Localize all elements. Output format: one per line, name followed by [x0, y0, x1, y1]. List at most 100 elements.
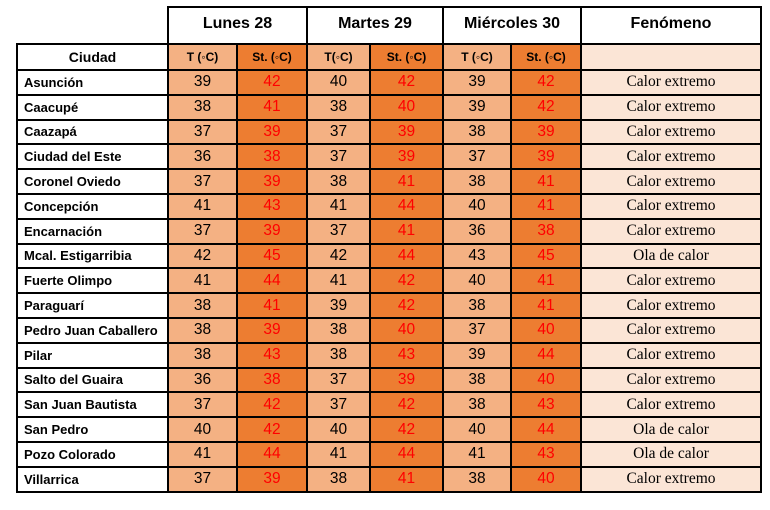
- phenomenon-cell: Ola de calor: [580, 440, 762, 468]
- miercoles-sensation-cell: 43: [510, 391, 582, 419]
- phenomenon-cell: Calor extremo: [580, 341, 762, 369]
- day-header-martes: Martes 29: [306, 6, 444, 45]
- miercoles-temp-cell: 39: [442, 69, 512, 96]
- martes-temp-cell: 38: [306, 316, 371, 344]
- phenomenon-cell: Calor extremo: [580, 192, 762, 220]
- miercoles-temp-cell: 39: [442, 341, 512, 369]
- lunes-sensation-cell: 39: [236, 316, 308, 344]
- table-row: Villarrica 37 39 38 41 38 40 Calor extre…: [16, 465, 762, 493]
- lunes-temp-cell: 38: [167, 316, 238, 344]
- phenomenon-cell: Calor extremo: [580, 391, 762, 419]
- lunes-sensation-cell: 39: [236, 118, 308, 146]
- lunes-temp-cell: 37: [167, 391, 238, 419]
- martes-sensation-cell: 40: [369, 93, 444, 121]
- phenomenon-cell: Calor extremo: [580, 292, 762, 319]
- phenomenon-cell: Calor extremo: [580, 69, 762, 96]
- martes-temp-cell: 37: [306, 217, 371, 245]
- city-name-cell: Pozo Colorado: [16, 440, 169, 468]
- lunes-temp-subheader: T (◦C): [167, 43, 238, 71]
- miercoles-temp-cell: 36: [442, 217, 512, 245]
- lunes-temp-cell: 39: [167, 69, 238, 96]
- table-row: Pozo Colorado 41 44 41 44 41 43 Ola de c…: [16, 440, 762, 468]
- miercoles-sensation-cell: 40: [510, 465, 582, 493]
- city-name-cell: Salto del Guaira: [16, 366, 169, 394]
- lunes-sensation-cell: 45: [236, 242, 308, 270]
- miercoles-temp-cell: 40: [442, 267, 512, 295]
- city-name-cell: Villarrica: [16, 465, 169, 493]
- city-name-cell: Asunción: [16, 69, 169, 96]
- miercoles-temp-subheader: T (◦C): [442, 43, 512, 71]
- miercoles-temp-cell: 38: [442, 366, 512, 394]
- lunes-temp-cell: 41: [167, 192, 238, 220]
- miercoles-sensation-subheader: St. (◦C): [510, 43, 582, 71]
- phenomenon-cell: Calor extremo: [580, 143, 762, 171]
- table-row: Coronel Oviedo 37 39 38 41 38 41 Calor e…: [16, 168, 762, 195]
- martes-temp-cell: 38: [306, 341, 371, 369]
- lunes-sensation-cell: 42: [236, 69, 308, 96]
- miercoles-sensation-cell: 41: [510, 267, 582, 295]
- phenomenon-cell: Ola de calor: [580, 416, 762, 443]
- miercoles-temp-cell: 38: [442, 118, 512, 146]
- lunes-sensation-cell: 39: [236, 217, 308, 245]
- lunes-sensation-cell: 41: [236, 292, 308, 319]
- martes-temp-cell: 40: [306, 69, 371, 96]
- table-row: Caacupé 38 41 38 40 39 42 Calor extremo: [16, 93, 762, 121]
- miercoles-temp-cell: 40: [442, 416, 512, 443]
- martes-sensation-cell: 39: [369, 118, 444, 146]
- city-name-cell: Caazapá: [16, 118, 169, 146]
- weather-forecast-table: Lunes 28 Martes 29 Miércoles 30 Fenómeno…: [16, 6, 762, 493]
- miercoles-temp-cell: 37: [442, 316, 512, 344]
- lunes-sensation-subheader: St. (◦C): [236, 43, 308, 71]
- martes-temp-cell: 37: [306, 366, 371, 394]
- empty-corner-cell: [17, 7, 168, 44]
- city-name-cell: San Juan Bautista: [16, 391, 169, 419]
- martes-sensation-cell: 42: [369, 267, 444, 295]
- phenomenon-cell: Calor extremo: [580, 267, 762, 295]
- miercoles-sensation-cell: 41: [510, 168, 582, 195]
- city-name-cell: Coronel Oviedo: [16, 168, 169, 195]
- table-row: Mcal. Estigarribia 42 45 42 44 43 45 Ola…: [16, 242, 762, 270]
- miercoles-sensation-cell: 39: [510, 118, 582, 146]
- lunes-temp-cell: 38: [167, 292, 238, 319]
- city-name-cell: Fuerte Olimpo: [16, 267, 169, 295]
- miercoles-temp-cell: 37: [442, 143, 512, 171]
- martes-temp-cell: 41: [306, 192, 371, 220]
- martes-temp-subheader: T(◦C): [306, 43, 371, 71]
- table-body: Asunción 39 42 40 42 39 42 Calor extremo…: [16, 69, 762, 493]
- martes-sensation-cell: 41: [369, 217, 444, 245]
- table-row: San Pedro 40 42 40 42 40 44 Ola de calor: [16, 416, 762, 443]
- lunes-temp-cell: 36: [167, 143, 238, 171]
- miercoles-sensation-cell: 40: [510, 316, 582, 344]
- lunes-temp-cell: 38: [167, 93, 238, 121]
- martes-temp-cell: 38: [306, 93, 371, 121]
- lunes-temp-cell: 37: [167, 118, 238, 146]
- lunes-sensation-cell: 44: [236, 440, 308, 468]
- martes-temp-cell: 41: [306, 440, 371, 468]
- martes-temp-cell: 41: [306, 267, 371, 295]
- martes-sensation-cell: 40: [369, 316, 444, 344]
- lunes-sensation-cell: 39: [236, 465, 308, 493]
- miercoles-sensation-cell: 44: [510, 416, 582, 443]
- lunes-sensation-cell: 39: [236, 168, 308, 195]
- martes-temp-cell: 37: [306, 391, 371, 419]
- phenomenon-header: Fenómeno: [580, 6, 762, 45]
- city-name-cell: Mcal. Estigarribia: [16, 242, 169, 270]
- miercoles-sensation-cell: 44: [510, 341, 582, 369]
- martes-sensation-cell: 42: [369, 416, 444, 443]
- lunes-sensation-cell: 41: [236, 93, 308, 121]
- day-header-miercoles: Miércoles 30: [442, 6, 582, 45]
- miercoles-sensation-cell: 40: [510, 366, 582, 394]
- lunes-temp-cell: 36: [167, 366, 238, 394]
- lunes-sensation-cell: 43: [236, 341, 308, 369]
- martes-sensation-cell: 41: [369, 465, 444, 493]
- table-row: Pilar 38 43 38 43 39 44 Calor extremo: [16, 341, 762, 369]
- lunes-temp-cell: 37: [167, 465, 238, 493]
- miercoles-temp-cell: 38: [442, 391, 512, 419]
- martes-temp-cell: 39: [306, 292, 371, 319]
- table-row: Paraguarí 38 41 39 42 38 41 Calor extrem…: [16, 292, 762, 319]
- miercoles-sensation-cell: 39: [510, 143, 582, 171]
- phenomenon-cell: Calor extremo: [580, 118, 762, 146]
- miercoles-temp-cell: 39: [442, 93, 512, 121]
- lunes-sensation-cell: 43: [236, 192, 308, 220]
- phenomenon-cell: Calor extremo: [580, 366, 762, 394]
